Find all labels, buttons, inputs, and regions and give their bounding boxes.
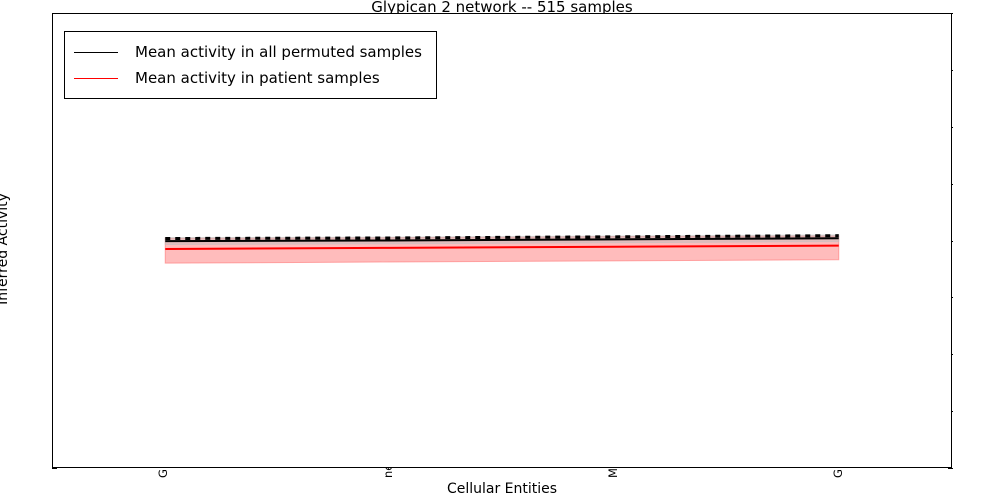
- plot-area: Mean activity in all permuted samples Me…: [52, 13, 952, 468]
- y-tick-mark: [948, 468, 953, 469]
- legend-entry-permuted[interactable]: Mean activity in all permuted samples: [74, 39, 422, 65]
- x-axis-label: Cellular Entities: [446, 481, 558, 497]
- legend-label-patient: Mean activity in patient samples: [135, 69, 380, 87]
- data-series-layer: [164, 14, 840, 264]
- plot-clip-region: [53, 14, 951, 467]
- mean-line-permuted: [165, 238, 839, 241]
- y-axis-label: Inferred Activity: [0, 193, 11, 305]
- chart-legend[interactable]: Mean activity in all permuted samples Me…: [64, 31, 437, 99]
- legend-label-permuted: Mean activity in all permuted samples: [135, 43, 422, 61]
- chart-title: Glypican 2 network -- 515 samples: [371, 0, 633, 16]
- mean-line-patient: [165, 246, 839, 249]
- legend-line-swatch-patient: [74, 77, 118, 79]
- permuted-band-upper-dotted-edge: [165, 236, 839, 239]
- legend-entry-patient[interactable]: Mean activity in patient samples: [74, 65, 422, 91]
- y-tick-mark: [52, 468, 57, 469]
- legend-line-swatch-permuted: [74, 51, 118, 53]
